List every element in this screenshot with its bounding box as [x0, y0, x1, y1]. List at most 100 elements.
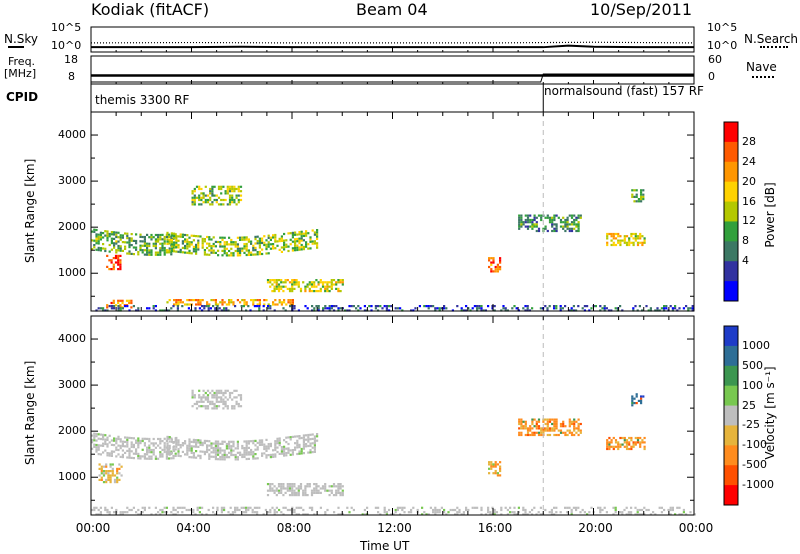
velocity-region-2 — [166, 433, 319, 461]
nsky-legend-line — [8, 46, 24, 48]
power-ytick-label: 3000 — [58, 174, 86, 188]
velocity-colorbar-tick: -25 — [742, 418, 760, 432]
power-colorbar-swatch-6 — [724, 241, 738, 262]
velocity-colorbar-swatch-0 — [724, 326, 738, 347]
power-ytick-label: 1000 — [58, 266, 86, 280]
power-region-11 — [631, 189, 645, 203]
power-panel — [90, 111, 695, 312]
velocity-ylabel: Slant Range [km] — [23, 360, 37, 465]
power-colorbar-tick: 20 — [742, 174, 756, 188]
power-colorbar-tick: 16 — [742, 194, 756, 208]
nsky-tick-top: 10^5 — [51, 21, 82, 34]
velocity-colorbar-tick: 500 — [742, 358, 763, 372]
velocity-background — [91, 316, 694, 515]
nave-series-line — [91, 73, 694, 83]
velocity-colorbar-swatch-2 — [724, 365, 738, 387]
velocity-colorbar-tick: -500 — [742, 458, 767, 472]
freq-unit-label: [MHz] — [4, 67, 37, 80]
power-colorbar-swatch-7 — [724, 261, 738, 282]
power-ytick-label: 2000 — [58, 220, 86, 234]
x-axis — [90, 48, 739, 515]
power-colorbar-swatch-2 — [724, 161, 738, 183]
velocity-colorbar-swatch-5 — [724, 425, 738, 446]
freq-frame — [90, 55, 695, 85]
cpid-segment-2: normalsound (fast) 157 RF — [544, 84, 704, 98]
power-colorbar-swatch-3 — [724, 181, 738, 203]
power-background — [91, 112, 694, 311]
velocity-ytick-label: 3000 — [58, 378, 86, 392]
power-colorbar-swatch-1 — [724, 141, 738, 163]
freq-tick-top: 18 — [64, 53, 78, 66]
freq-panel — [90, 55, 695, 85]
velocity-colorbar-swatch-3 — [724, 385, 738, 407]
velocity-ytick-label: 1000 — [58, 470, 86, 484]
velocity-colorbar-tick: 100 — [742, 378, 763, 392]
cpid-panel — [90, 84, 544, 112]
velocity-colorbar-swatch-1 — [724, 345, 738, 367]
power-region-10 — [606, 232, 646, 247]
x-tick-label: 00:00 — [678, 521, 714, 535]
station-title: Kodiak (fitACF) — [91, 0, 210, 19]
velocity-colorbar-tick: 25 — [742, 398, 756, 412]
velocity-colorbar-swatch-4 — [724, 405, 738, 426]
power-colorbar-swatch-0 — [724, 122, 738, 143]
nsearch-series-line — [90, 41, 695, 44]
power-ylabel: Slant Range [km] — [23, 158, 37, 263]
power-region-9 — [518, 214, 582, 233]
cpid-segment-1: themis 3300 RF — [95, 93, 190, 107]
power-colorbar-label: Power [dB] — [763, 182, 777, 248]
freq-label: Freq. — [8, 55, 36, 68]
x-tick-label: 16:00 — [477, 521, 513, 535]
power-colorbar-swatch-4 — [724, 201, 738, 222]
cpid-label: CPID — [6, 90, 39, 104]
velocity-region-4 — [266, 483, 344, 497]
x-tick-label: 04:00 — [176, 521, 211, 535]
velocity-colorbar-tick: -100 — [742, 438, 767, 452]
nsearch-tick-top: 10^5 — [707, 21, 738, 34]
velocity-ytick-label: 4000 — [58, 332, 86, 346]
nsearch-legend-line — [760, 46, 788, 48]
x-tick-label: 12:00 — [377, 521, 412, 535]
nsky-tick-bottom: 10^0 — [51, 39, 82, 52]
nave-label: Nave — [746, 60, 777, 74]
nsky-series-line — [91, 44, 694, 49]
date-title: 10/Sep/2011 — [590, 0, 693, 19]
velocity-colorbar-swatch-7 — [724, 465, 738, 486]
nsearch-tick-bottom: 10^0 — [707, 39, 738, 52]
velocity-region-3 — [191, 389, 243, 410]
velocity-colorbar-tick: 1000 — [742, 338, 770, 352]
velocity-colorbar-frame — [723, 325, 739, 506]
power-region-3 — [191, 185, 243, 206]
power-colorbar-frame — [723, 121, 739, 302]
x-tick-label: 20:00 — [578, 521, 613, 535]
velocity-region-5 — [91, 506, 696, 516]
velocity-panel — [90, 315, 696, 516]
velocity-colorbar-tick: -1000 — [742, 478, 774, 492]
power-colorbar-tick: 4 — [742, 254, 749, 268]
beam-title: Beam 04 — [356, 0, 428, 19]
nave-legend-line — [752, 76, 774, 78]
velocity-region-8 — [606, 436, 646, 451]
nave-tick-top: 60 — [708, 53, 722, 66]
nsky-label: N.Sky — [4, 32, 39, 46]
velocity-ytick-label: 2000 — [58, 424, 86, 438]
nsearch-label: N.Search — [744, 32, 799, 46]
velocity-colorbar-swatch-8 — [724, 485, 738, 506]
freq-tick-bottom: 8 — [68, 70, 75, 83]
x-axis-label: Time UT — [360, 539, 410, 553]
velocity-colorbar-swatch-6 — [724, 445, 738, 466]
power-region-1 — [106, 254, 122, 271]
velocity-region-9 — [631, 393, 645, 407]
nave-tick-bottom: 0 — [708, 70, 715, 83]
power-colorbar-swatch-8 — [724, 281, 738, 302]
power-region-4 — [266, 279, 344, 293]
power-colorbar-swatch-5 — [724, 221, 738, 242]
velocity-region-7 — [518, 418, 582, 437]
velocity-region-6 — [488, 461, 502, 477]
power-colorbar-tick: 8 — [742, 234, 749, 248]
power-colorbar-tick: 28 — [742, 134, 756, 148]
x-tick-label: 08:00 — [276, 521, 312, 535]
power-colorbar-tick: 12 — [742, 214, 756, 228]
power-ytick-label: 4000 — [58, 128, 86, 142]
